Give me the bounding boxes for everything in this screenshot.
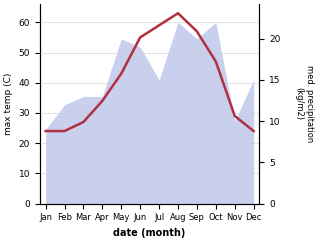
X-axis label: date (month): date (month) [114, 228, 186, 238]
Y-axis label: max temp (C): max temp (C) [4, 73, 13, 135]
Y-axis label: med. precipitation
(kg/m2): med. precipitation (kg/m2) [294, 65, 314, 143]
